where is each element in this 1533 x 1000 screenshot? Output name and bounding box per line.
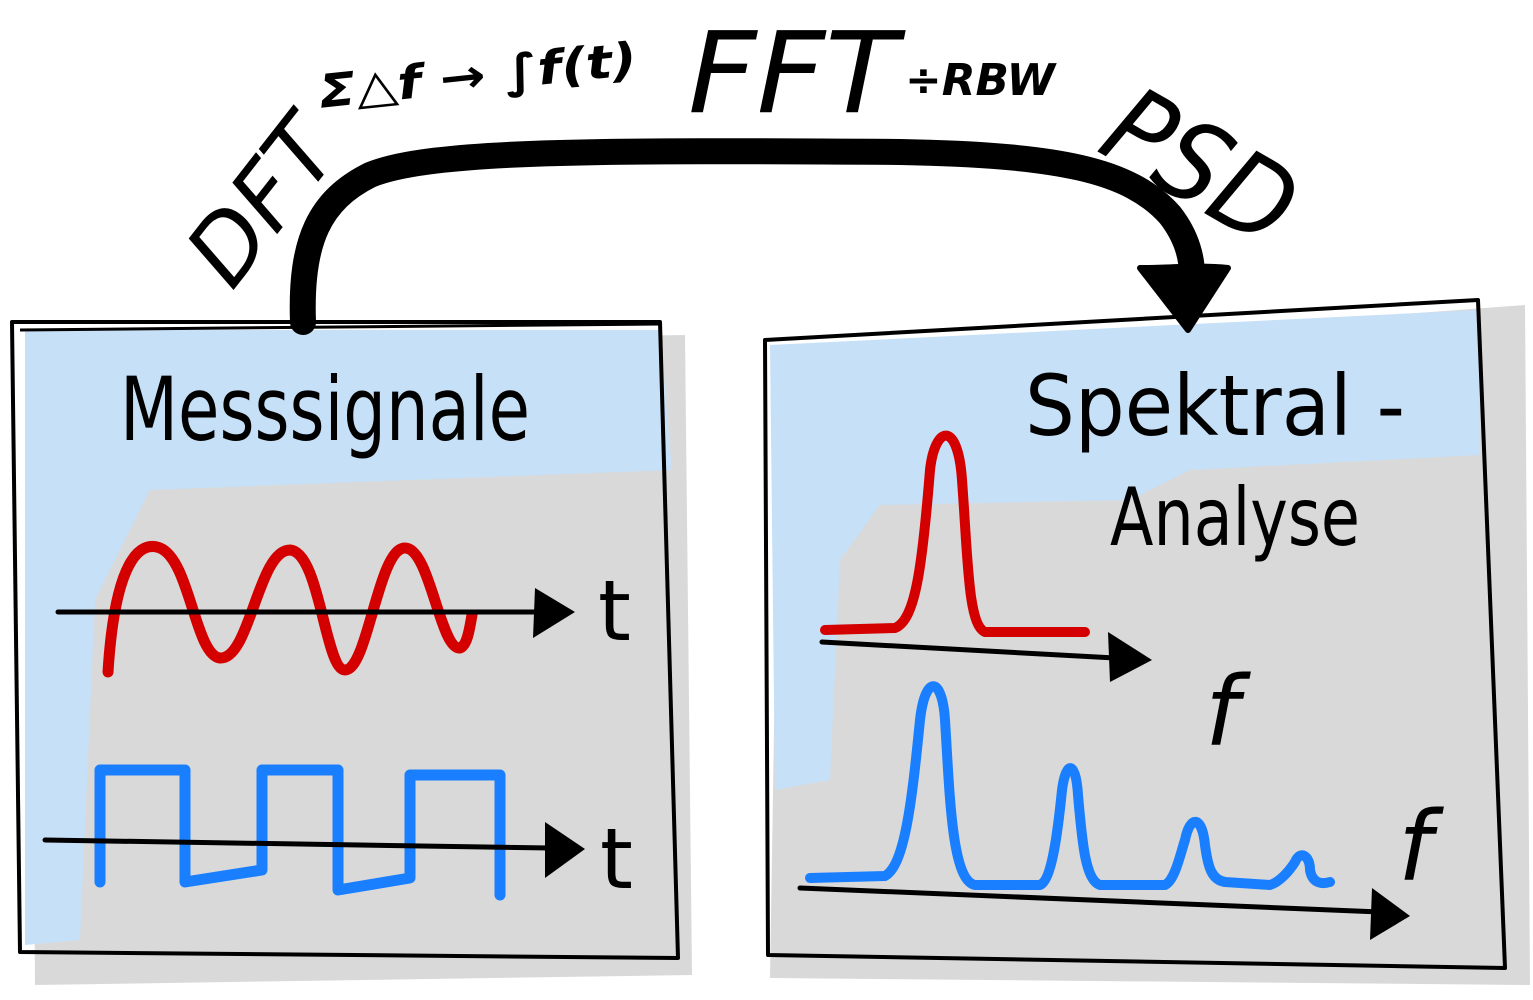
square-wave <box>94 764 506 901</box>
sine-wave <box>102 541 478 678</box>
sine-axis-arrowhead <box>533 588 575 638</box>
right-panel-highlight <box>770 310 1480 790</box>
sine-axis-label: t <box>598 562 631 660</box>
blue-spectrum-arrowhead <box>1370 888 1410 940</box>
left-panel-title: Messsignale <box>120 358 530 461</box>
formula-label: Σ△f → ∫f(t) <box>316 32 640 119</box>
square-time-axis <box>42 837 553 851</box>
transform-arrow-curve <box>289 138 1205 335</box>
square-axis-arrowhead <box>545 822 585 878</box>
red-spectrum-arrowhead <box>1108 632 1152 682</box>
red-spectrum <box>820 430 1090 637</box>
right-panel-frame <box>763 298 1507 970</box>
left-panel-frame <box>10 320 680 960</box>
fft-label: FFT <box>688 9 906 139</box>
right-panel-title-line1: Spektral - <box>1025 357 1405 455</box>
red-spectrum-axis <box>819 639 1118 661</box>
psd-label: PSD <box>1082 62 1319 273</box>
rbw-label: ÷RBW <box>905 55 1057 106</box>
square-axis-label: t <box>600 810 633 908</box>
left-panel-highlight <box>25 330 672 945</box>
blue-spectrum-axis <box>797 885 1383 915</box>
transform-arrow <box>289 138 1231 335</box>
right-panel: Spektral - Analyse f f <box>763 298 1530 985</box>
right-panel-title-line2: Analyse <box>1110 471 1360 564</box>
transform-arrowhead <box>1137 263 1231 333</box>
blue-spectrum <box>805 681 1335 890</box>
left-panel: Messsignale t t <box>10 320 692 985</box>
